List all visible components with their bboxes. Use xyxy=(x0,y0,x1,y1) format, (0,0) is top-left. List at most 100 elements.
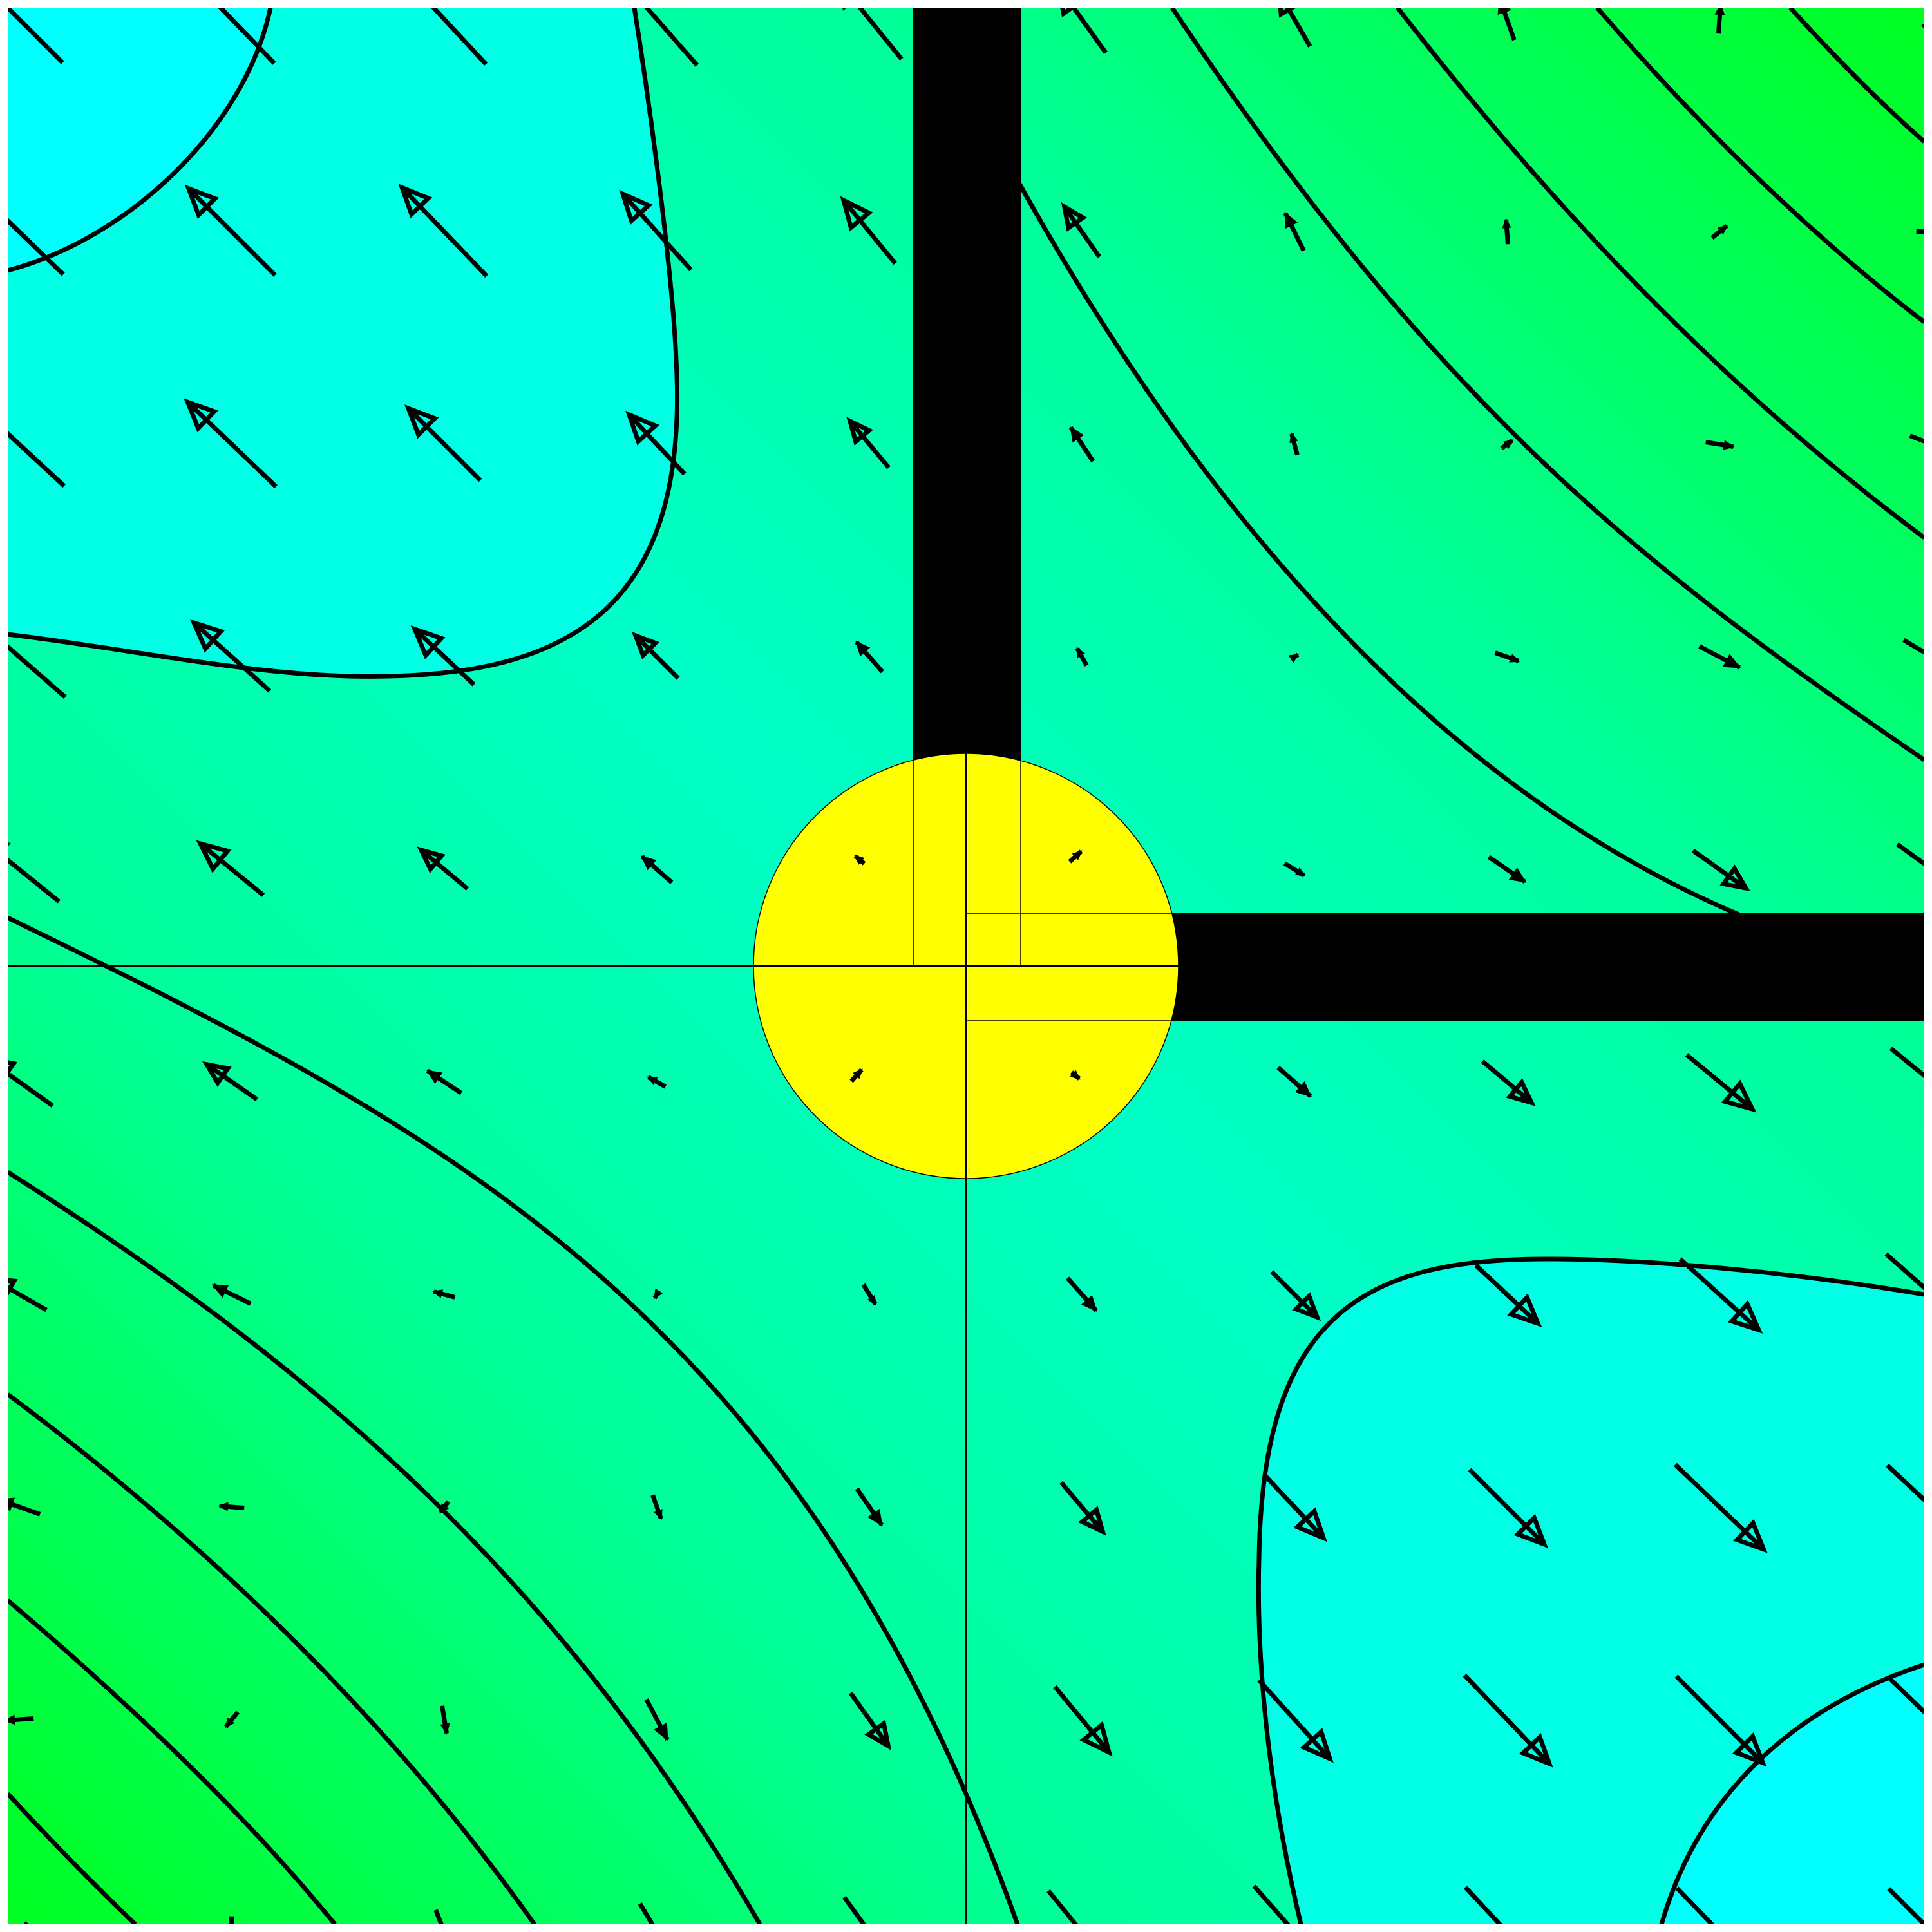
arrow-head xyxy=(1289,432,1298,444)
vector-arrow xyxy=(638,1902,655,1924)
arrow-head xyxy=(189,619,225,653)
vector-arrow xyxy=(8,430,66,488)
vector-arrow xyxy=(857,8,904,61)
vector-arrow xyxy=(433,1909,444,1924)
vector-arrow xyxy=(1059,1481,1104,1533)
vector-arrow xyxy=(8,857,61,904)
vector-arrow xyxy=(187,187,277,277)
vector-arrow xyxy=(634,634,680,680)
vector-arrow xyxy=(1691,848,1748,891)
vector-arrow xyxy=(621,192,693,272)
arrow-head xyxy=(654,1722,668,1741)
arrow-head xyxy=(1509,654,1520,663)
vector-arrow xyxy=(1285,8,1312,48)
vector-arrow xyxy=(1481,1059,1533,1104)
arrow-head xyxy=(1070,1070,1081,1080)
vector-arrow xyxy=(192,621,272,693)
source-disk xyxy=(753,753,1179,1179)
contour-line xyxy=(8,1792,137,1924)
vector-arrow xyxy=(419,848,469,891)
vector-arrow xyxy=(198,842,265,897)
arrow-head xyxy=(439,1502,449,1514)
arrow-head xyxy=(1294,867,1306,876)
vector-arrow xyxy=(217,8,276,65)
arrow-head xyxy=(225,1717,235,1728)
vector-arrow xyxy=(8,1070,54,1108)
arrow-head xyxy=(410,625,446,659)
vector-arrow xyxy=(1270,1270,1319,1319)
arrow-head xyxy=(1284,211,1298,229)
arrow-head xyxy=(1497,8,1511,15)
vector-arrow xyxy=(1257,1678,1332,1761)
arrow-head xyxy=(840,196,873,232)
arrow-head xyxy=(404,404,439,439)
arrow-head xyxy=(1723,440,1735,450)
contour-line xyxy=(8,1170,762,1924)
arrow-head xyxy=(867,1294,876,1306)
arrow-head xyxy=(1722,654,1741,668)
arrow-head xyxy=(211,1284,229,1298)
arrow-head xyxy=(631,631,659,659)
vector-arrow xyxy=(1674,1674,1765,1765)
arrow-head xyxy=(1717,225,1728,235)
vector-arrow xyxy=(1673,1463,1766,1551)
arrow-head xyxy=(1300,1727,1334,1763)
vector-arrow xyxy=(1916,229,1924,234)
vector-arrow xyxy=(400,185,489,278)
contour-line xyxy=(8,8,273,273)
vector-arrow xyxy=(8,1285,48,1312)
arrow-head xyxy=(184,184,220,220)
contour-line xyxy=(1788,8,1924,144)
arrow-head xyxy=(1078,1506,1106,1536)
arrow-head xyxy=(1519,1732,1553,1768)
contour-line xyxy=(1170,8,1924,762)
vector-arrow xyxy=(205,1062,259,1102)
arrow-head xyxy=(619,189,653,225)
arrow-head xyxy=(1719,864,1751,892)
vector-arrow xyxy=(8,643,67,699)
arrow-head xyxy=(1294,1081,1312,1097)
vector-arrow xyxy=(1062,205,1102,259)
arrow-head xyxy=(654,1509,663,1520)
arrow-head xyxy=(867,1508,883,1527)
contour-line xyxy=(8,8,679,679)
arrow-head xyxy=(1732,1732,1767,1767)
arrow-head xyxy=(196,840,232,873)
vector-arrow xyxy=(8,1500,41,1517)
vector-arrow xyxy=(1463,1886,1503,1924)
vector-arrow xyxy=(406,406,482,482)
arrow-head xyxy=(202,1061,232,1087)
vector-arrow xyxy=(1046,1889,1079,1924)
arrow-head xyxy=(654,1288,663,1300)
arrow-head xyxy=(640,855,657,871)
contour-line xyxy=(1015,179,1740,917)
contour-lines xyxy=(8,8,1924,1924)
vector-arrow xyxy=(1886,1675,1924,1716)
arrow-head xyxy=(1721,1079,1757,1113)
arrow-head xyxy=(625,410,659,446)
arrow-head xyxy=(1506,1078,1536,1106)
vector-arrow xyxy=(627,413,687,476)
arrow-head xyxy=(184,398,218,433)
arrow-head xyxy=(218,1502,229,1511)
arrow-head xyxy=(1076,647,1085,658)
arrow-head xyxy=(853,1068,863,1079)
arrow-head xyxy=(1288,654,1300,663)
contour-line xyxy=(8,1598,337,1924)
arrow-head xyxy=(1513,1513,1548,1548)
vector-arrow xyxy=(413,627,476,687)
contour-line xyxy=(1595,8,1924,324)
vector-arrow xyxy=(1886,1463,1924,1503)
vector-arrow xyxy=(1895,842,1924,867)
vector-arrow xyxy=(1500,8,1517,41)
contour-line xyxy=(8,915,1020,1924)
vector-arrow xyxy=(842,1895,867,1924)
arrow-head xyxy=(1292,1292,1321,1321)
vector-arrow xyxy=(229,1916,234,1924)
arrow-head xyxy=(398,184,433,218)
vector-arrow xyxy=(1902,638,1924,655)
arrow-head xyxy=(1714,8,1725,15)
vector-arrow xyxy=(848,1691,891,1748)
